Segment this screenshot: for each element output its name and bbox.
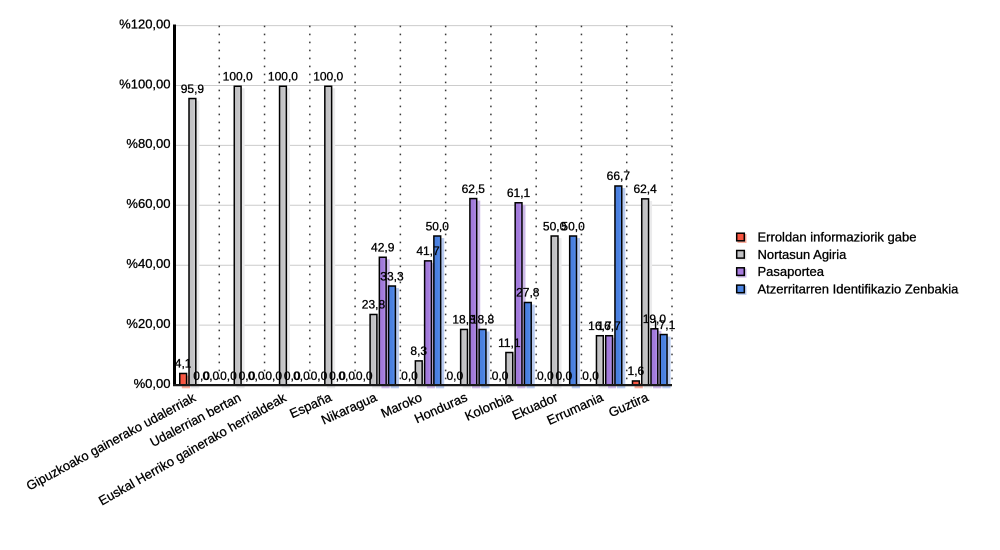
- svg-text:41,7: 41,7: [416, 244, 440, 258]
- svg-text:0,0: 0,0: [248, 369, 265, 383]
- svg-text:0,0: 0,0: [555, 369, 572, 383]
- svg-text:%80,00: %80,00: [126, 136, 170, 151]
- svg-text:18,8: 18,8: [471, 313, 495, 327]
- svg-text:0,0: 0,0: [311, 369, 328, 383]
- svg-text:Atzerritarren Identifikazio Ze: Atzerritarren Identifikazio Zenbakia: [758, 282, 960, 297]
- svg-text:50,0: 50,0: [426, 219, 450, 233]
- svg-text:%60,00: %60,00: [126, 196, 170, 211]
- svg-text:0,0: 0,0: [329, 369, 346, 383]
- svg-text:16,7: 16,7: [597, 319, 621, 333]
- svg-text:Nortasun Agiria: Nortasun Agiria: [758, 247, 848, 262]
- svg-text:62,4: 62,4: [633, 182, 657, 196]
- svg-text:0,0: 0,0: [338, 369, 355, 383]
- svg-text:Erroldan informaziorik gabe: Erroldan informaziorik gabe: [758, 230, 917, 245]
- svg-text:100,0: 100,0: [223, 70, 253, 84]
- svg-text:0,0: 0,0: [203, 369, 220, 383]
- svg-text:%100,00: %100,00: [119, 76, 170, 91]
- svg-text:1,6: 1,6: [628, 364, 645, 378]
- svg-text:Pasaportea: Pasaportea: [758, 264, 825, 279]
- svg-text:%120,00: %120,00: [119, 16, 170, 31]
- svg-text:100,0: 100,0: [268, 70, 298, 84]
- svg-text:50,0: 50,0: [561, 219, 585, 233]
- svg-text:0,0: 0,0: [239, 369, 256, 383]
- svg-text:0,0: 0,0: [401, 369, 418, 383]
- svg-text:42,9: 42,9: [371, 241, 395, 255]
- svg-text:4,1: 4,1: [175, 357, 192, 371]
- svg-text:66,7: 66,7: [607, 169, 631, 183]
- svg-text:%20,00: %20,00: [126, 316, 170, 331]
- svg-text:11,1: 11,1: [498, 336, 521, 350]
- svg-text:61,1: 61,1: [507, 186, 531, 200]
- svg-text:0,0: 0,0: [356, 369, 373, 383]
- svg-text:62,5: 62,5: [462, 182, 486, 196]
- svg-text:%0,00: %0,00: [134, 376, 171, 391]
- svg-text:0,0: 0,0: [293, 369, 310, 383]
- svg-text:33,3: 33,3: [380, 269, 404, 283]
- svg-text:95,9: 95,9: [181, 82, 205, 96]
- svg-text:0,0: 0,0: [220, 369, 237, 383]
- svg-text:100,0: 100,0: [313, 70, 343, 84]
- svg-text:16,7: 16,7: [588, 319, 612, 333]
- svg-text:0,0: 0,0: [446, 369, 463, 383]
- svg-text:0,0: 0,0: [537, 369, 554, 383]
- svg-text:17,1: 17,1: [652, 318, 676, 332]
- svg-text:50,0: 50,0: [543, 219, 567, 233]
- svg-text:0,0: 0,0: [284, 369, 301, 383]
- svg-text:8,3: 8,3: [410, 344, 427, 358]
- svg-text:18,8: 18,8: [452, 313, 476, 327]
- svg-text:19,0: 19,0: [643, 312, 667, 326]
- svg-text:0,0: 0,0: [492, 369, 509, 383]
- svg-text:0,0: 0,0: [582, 369, 599, 383]
- svg-text:0,0: 0,0: [193, 369, 210, 383]
- svg-text:23,8: 23,8: [362, 298, 386, 312]
- svg-text:27,8: 27,8: [516, 286, 540, 300]
- svg-text:0,0: 0,0: [265, 369, 282, 383]
- svg-text:%40,00: %40,00: [126, 256, 170, 271]
